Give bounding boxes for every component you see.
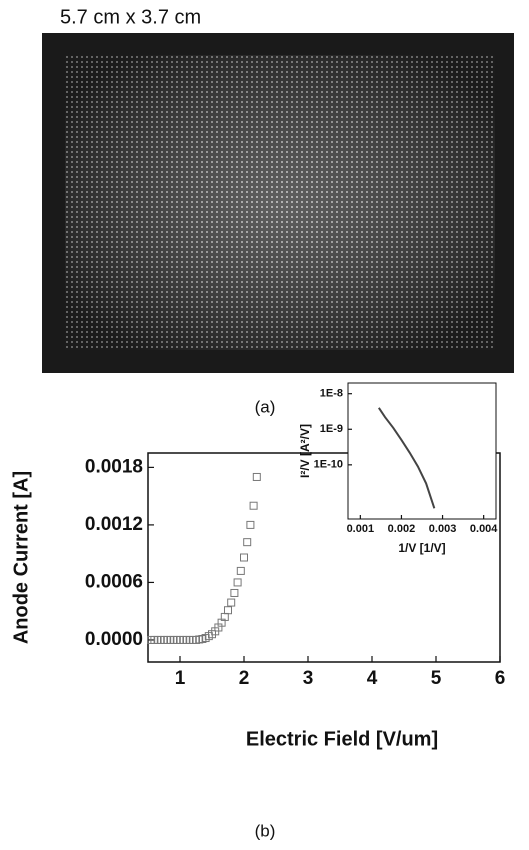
data-point bbox=[236, 566, 245, 575]
x-tick-label: 0.001 bbox=[347, 523, 375, 535]
y-tick-label: 0.0018 bbox=[85, 456, 143, 477]
y-tick-label: 1E-9 bbox=[320, 423, 343, 435]
data-point bbox=[246, 520, 255, 529]
data-point bbox=[233, 578, 242, 587]
x-axis-label: 1/V [1/V] bbox=[398, 541, 445, 555]
x-tick-label: 0.002 bbox=[388, 523, 416, 535]
panel-label: (a) bbox=[255, 397, 276, 416]
y-tick-label: 0.0012 bbox=[85, 514, 143, 535]
data-point bbox=[240, 553, 248, 562]
y-axis-label: Anode Current [A] bbox=[10, 471, 32, 644]
data-line bbox=[378, 407, 436, 509]
x-tick-label: 3 bbox=[303, 668, 314, 689]
x-tick-label: 0.004 bbox=[470, 523, 498, 535]
size-caption: 5.7 cm x 3.7 cm bbox=[60, 6, 201, 28]
y-axis-label: I²/V [A²/V] bbox=[298, 424, 312, 478]
y-tick-label: 1E-8 bbox=[320, 388, 343, 400]
x-tick-label: 1 bbox=[175, 668, 186, 689]
panel-label: (b) bbox=[255, 821, 276, 840]
plot-frame bbox=[347, 382, 497, 520]
x-tick-label: 2 bbox=[239, 668, 250, 689]
data-point bbox=[224, 606, 232, 615]
data-point bbox=[252, 472, 261, 481]
x-tick-label: 4 bbox=[367, 668, 378, 689]
x-tick-label: 0.003 bbox=[429, 523, 457, 535]
photo-shade bbox=[65, 55, 495, 350]
data-point bbox=[230, 588, 239, 597]
data-point bbox=[249, 501, 258, 510]
x-axis-label: Electric Field [V/um] bbox=[246, 728, 438, 750]
data-point bbox=[243, 538, 252, 547]
x-tick-label: 6 bbox=[495, 668, 506, 689]
y-tick-label: 0.0006 bbox=[85, 571, 143, 592]
data-point bbox=[227, 598, 236, 607]
x-tick-label: 5 bbox=[431, 668, 442, 689]
y-tick-label: 0.0000 bbox=[85, 629, 143, 650]
y-tick-label: 1E-10 bbox=[314, 459, 343, 471]
